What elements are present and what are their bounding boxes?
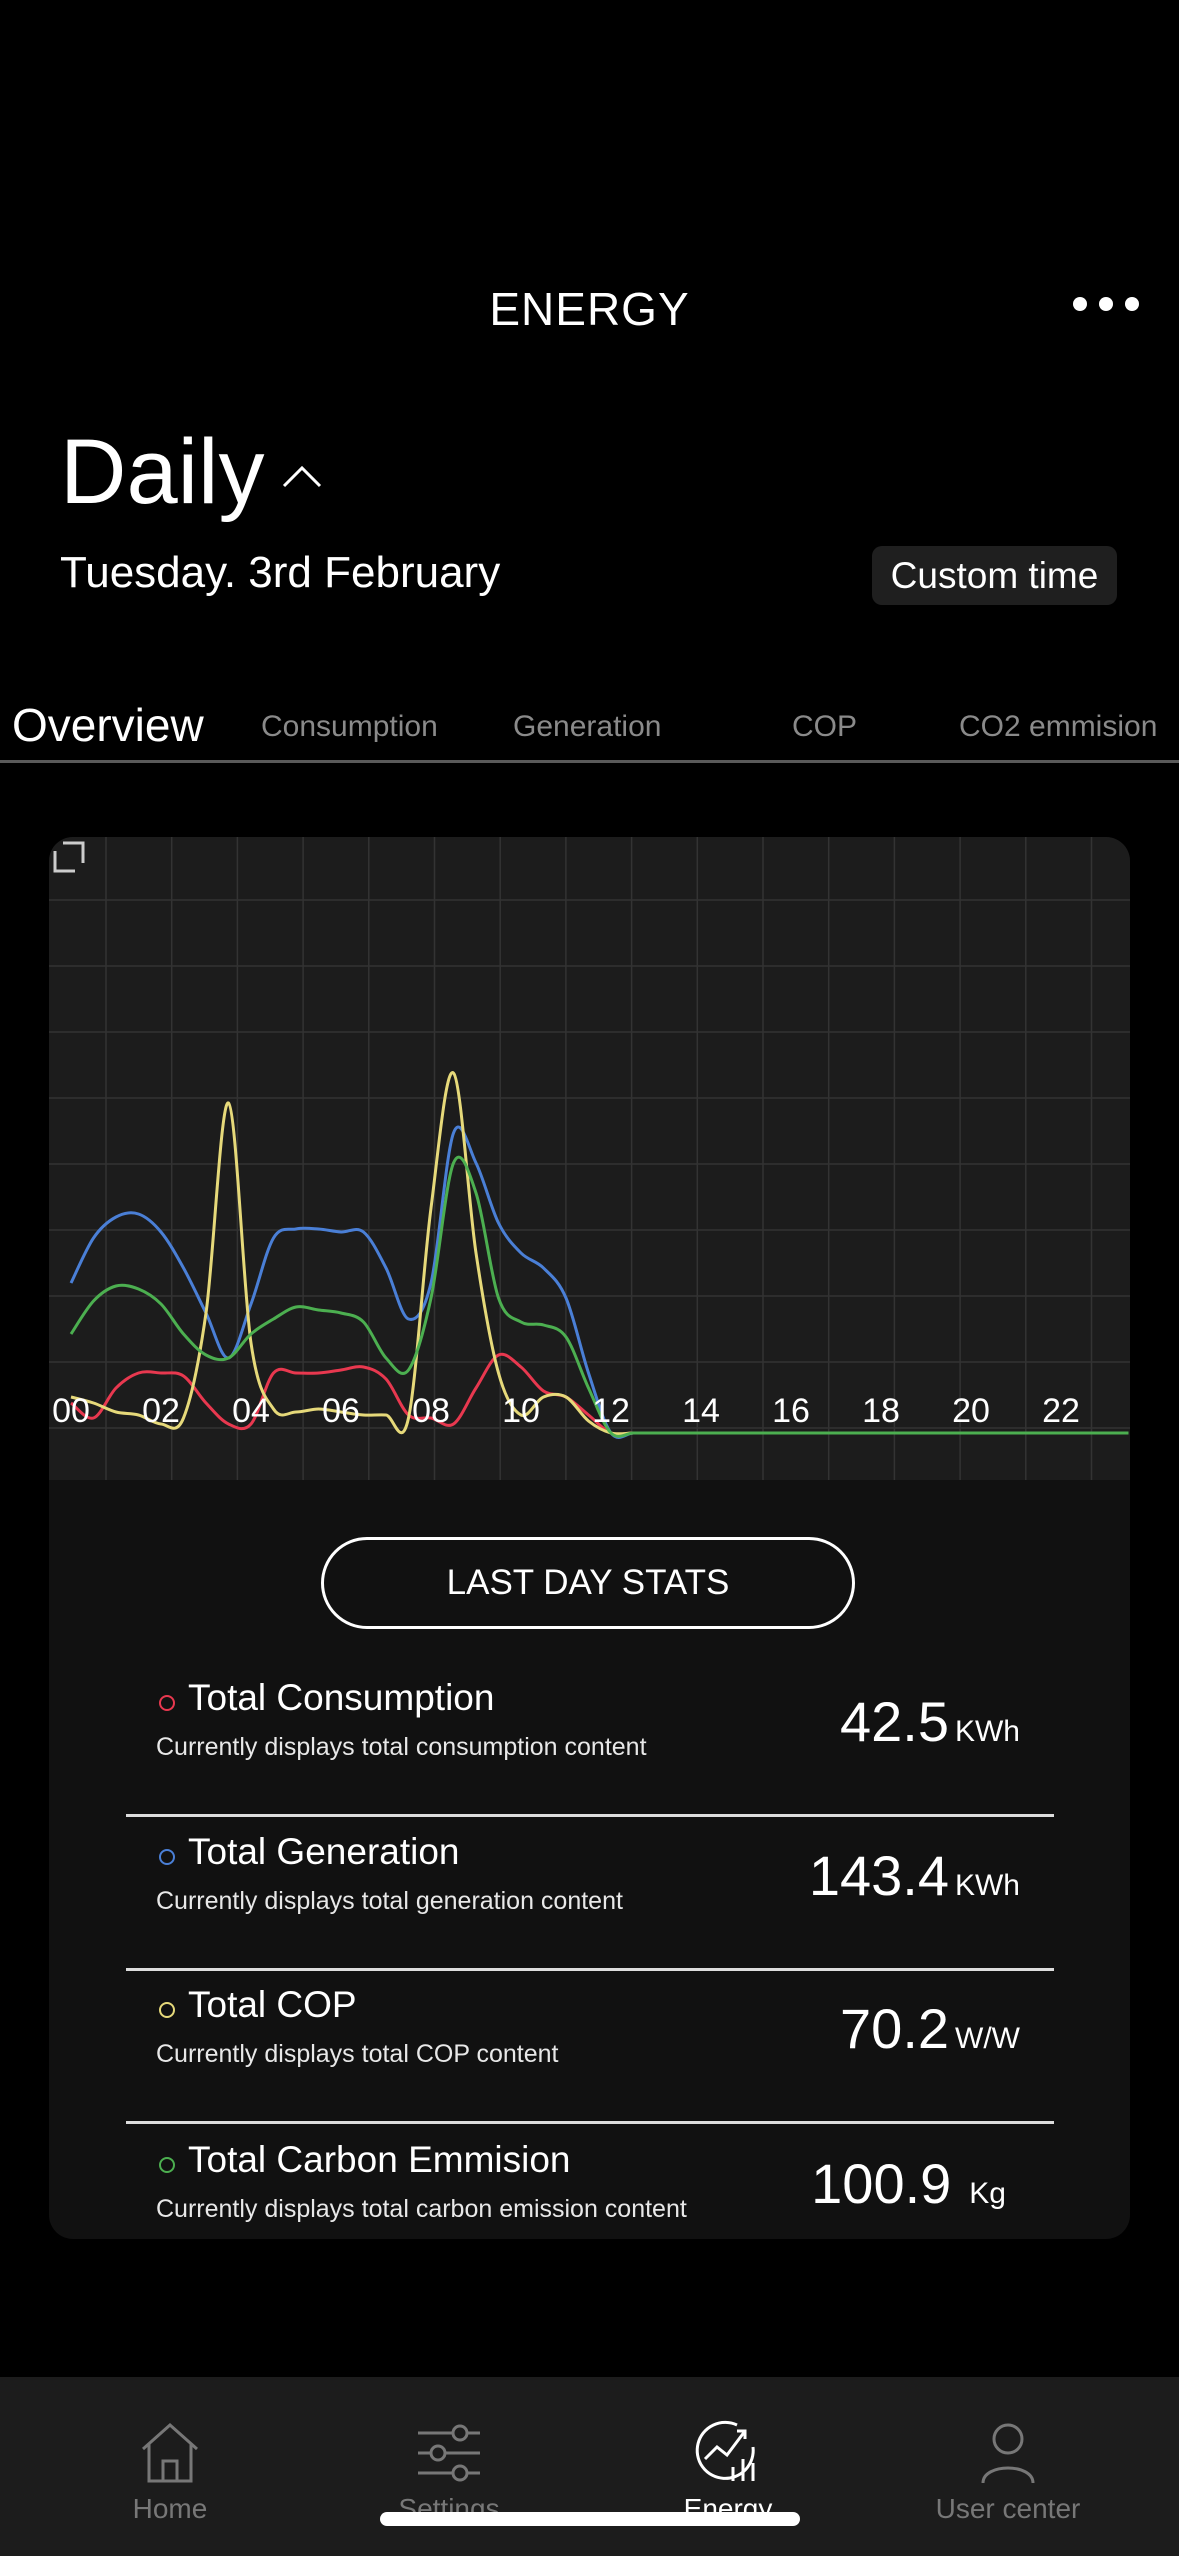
nav-settings[interactable]: Settings	[339, 2417, 559, 2525]
user-icon	[981, 2423, 1035, 2484]
x-tick-label: 02	[142, 1392, 180, 1430]
consumption-dot-icon	[159, 1695, 175, 1711]
x-tick-label: 06	[322, 1392, 360, 1430]
tab-bar: Overview Consumption Generation COP CO2 …	[0, 690, 1179, 763]
generation-dot-icon	[159, 1849, 175, 1865]
more-dot	[1073, 297, 1087, 311]
bottom-nav: Home Settings Energy User center	[0, 2377, 1179, 2556]
custom-time-button[interactable]: Custom time	[872, 546, 1117, 605]
stat-label: Total Generation	[188, 1831, 460, 1872]
energy-chart-icon	[695, 2420, 755, 2481]
stat-description: Currently displays total consumption con…	[156, 1733, 647, 1761]
stat-label: Total COP	[188, 1984, 357, 2025]
last-day-stats-button[interactable]: LAST DAY STATS	[321, 1537, 855, 1629]
chevron-up-icon	[283, 465, 322, 487]
divider	[126, 1814, 1054, 1817]
stat-value: 143.4 KWh	[808, 1844, 1020, 1907]
x-tick-label: 20	[952, 1392, 990, 1430]
x-tick-label: 22	[1042, 1392, 1080, 1430]
stat-label: Total Consumption	[188, 1677, 495, 1718]
chart-grid	[49, 837, 1130, 1480]
stat-row-carbon: Total Carbon Emmision Currently displays…	[126, 2129, 1054, 2239]
stat-row-consumption: Total Consumption Currently displays tot…	[126, 1667, 1054, 1817]
tab-consumption[interactable]: Consumption	[261, 710, 438, 743]
stat-description: Currently displays total generation cont…	[156, 1887, 623, 1915]
stat-label: Total Carbon Emmision	[188, 2139, 571, 2180]
carbon-dot-icon	[159, 2157, 175, 2173]
nav-home[interactable]: Home	[60, 2417, 280, 2525]
series-line-3	[69, 1155, 1129, 1438]
x-tick-label: 00	[52, 1392, 90, 1430]
x-tick-label: 16	[772, 1392, 810, 1430]
stat-value: 42.5 KWh	[839, 1690, 1020, 1753]
stat-description: Currently displays total COP content	[156, 2040, 559, 2068]
period-label: Daily	[60, 421, 265, 523]
x-tick-label: 10	[502, 1392, 540, 1430]
tab-co2-emmision[interactable]: CO2 emmision	[959, 710, 1158, 743]
stat-value: 70.2 W/W	[840, 1997, 1020, 2060]
tab-overview[interactable]: Overview	[12, 699, 204, 751]
home-indicator[interactable]	[380, 2512, 800, 2526]
stat-description: Currently displays total carbon emission…	[156, 2195, 687, 2223]
series-line-1	[69, 1125, 1129, 1439]
nav-user-center[interactable]: User center	[898, 2417, 1118, 2525]
energy-line-chart: 00 02 04 06 08 10 12 14 16 18 20 22	[49, 837, 1130, 1480]
x-tick-label: 08	[412, 1392, 450, 1430]
period-selector[interactable]: Daily	[60, 420, 322, 525]
divider	[126, 2121, 1054, 2124]
energy-card: 00 02 04 06 08 10 12 14 16 18 20 22 LAST DAY STATS …	[49, 837, 1130, 2239]
nav-energy[interactable]: Energy	[618, 2417, 838, 2525]
tab-cop[interactable]: COP	[792, 710, 858, 743]
nav-label: Home	[132, 2493, 208, 2524]
nav-label: User center	[935, 2493, 1081, 2524]
chart-panel: 00 02 04 06 08 10 12 14 16 18 20 22	[49, 837, 1130, 1480]
more-dot	[1099, 297, 1113, 311]
expand-icon[interactable]	[49, 837, 89, 877]
stat-row-generation: Total Generation Currently displays tota…	[126, 1821, 1054, 1971]
series-line-2	[70, 1071, 1129, 1436]
sliders-icon	[418, 2424, 480, 2482]
x-tick-label: 12	[592, 1392, 630, 1430]
tab-generation[interactable]: Generation	[513, 710, 662, 743]
date-label: Tuesday. 3rd February	[60, 548, 501, 597]
more-options-button[interactable]	[1065, 284, 1139, 324]
x-tick-label: 14	[682, 1392, 720, 1430]
x-tick-label: 18	[862, 1392, 900, 1430]
stat-value: 100.9 Kg	[811, 2152, 1006, 2215]
page-title: ENERGY	[489, 283, 690, 335]
home-icon	[142, 2422, 198, 2483]
more-dot	[1125, 297, 1139, 311]
divider	[126, 1968, 1054, 1971]
cop-dot-icon	[159, 2002, 175, 2018]
stat-row-cop: Total COP Currently displays total COP c…	[126, 1974, 1054, 2124]
x-tick-label: 04	[232, 1392, 270, 1430]
